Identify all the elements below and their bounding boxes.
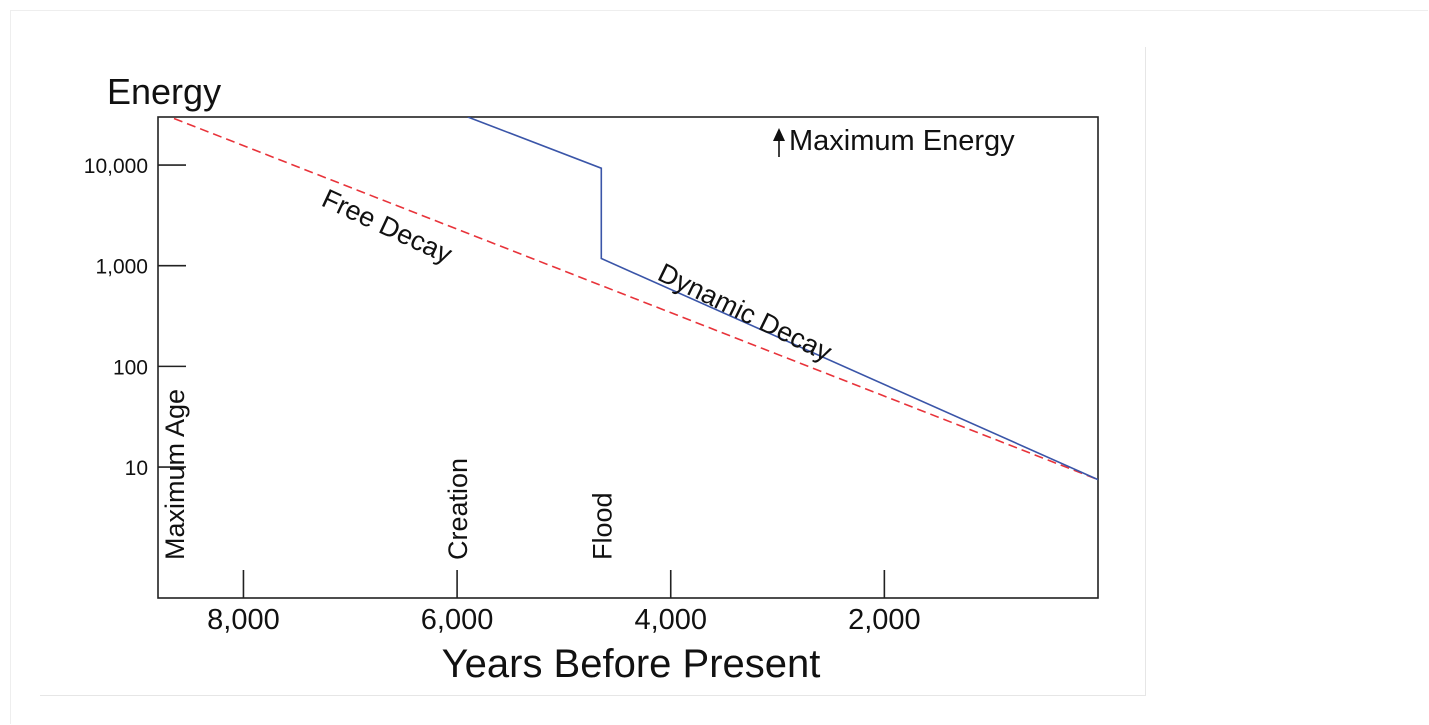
event-markers: Maximum Age Creation Flood: [160, 389, 617, 560]
x-tick-label: 8,000: [207, 604, 280, 636]
series-layer: [174, 117, 1098, 480]
free-decay-series-line: [174, 119, 1098, 480]
marker-label: Flood: [587, 492, 617, 560]
marker-label: Maximum Age: [160, 389, 190, 560]
max-energy-label: Maximum Energy: [789, 125, 1015, 157]
x-axis-label: Years Before Present: [442, 642, 821, 686]
arrow-head-icon: [773, 128, 785, 141]
plot-frame: [158, 117, 1098, 598]
max-energy-annotation: Maximum Energy: [773, 125, 1015, 157]
y-tick-label: 100: [113, 356, 148, 379]
marker-label: Creation: [443, 458, 473, 560]
x-tick-label: 2,000: [848, 604, 921, 636]
y-tick-label: 1,000: [95, 256, 148, 279]
x-tick-label: 4,000: [634, 604, 707, 636]
y-tick-label: 10,000: [84, 155, 148, 178]
x-tick-label: 6,000: [421, 604, 494, 636]
x-axis-ticks: 8,000 6,000 4,000 2,000: [207, 570, 920, 636]
free-decay-label: Free Decay: [317, 183, 457, 269]
dynamic-decay-label: Dynamic Decay: [653, 257, 837, 367]
dynamic-decay-series-line: [468, 117, 1098, 480]
chart-title: Energy: [107, 71, 221, 112]
y-tick-label: 10: [125, 457, 148, 480]
